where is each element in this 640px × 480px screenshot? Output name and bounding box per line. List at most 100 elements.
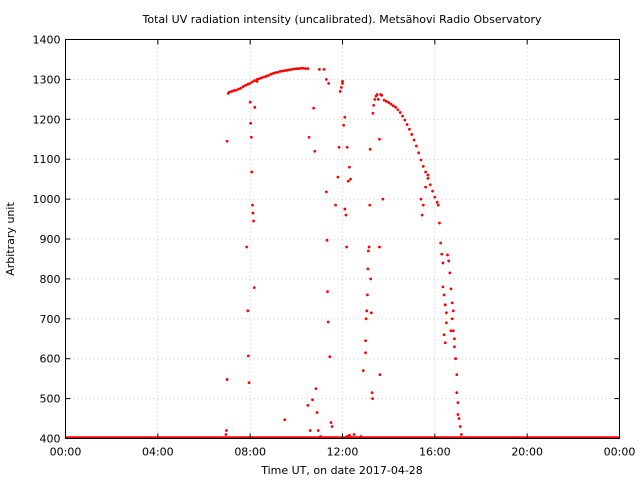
- data-point: [364, 351, 367, 355]
- data-point: [419, 197, 423, 201]
- data-point: [316, 429, 320, 432]
- data-point: [451, 309, 455, 313]
- data-point: [271, 72, 275, 75]
- y-tick-label: 400: [40, 433, 61, 446]
- data-point: [459, 433, 463, 436]
- data-point: [246, 309, 250, 313]
- data-point: [311, 398, 314, 402]
- data-point: [274, 71, 277, 75]
- y-tick-label: 600: [40, 353, 61, 366]
- data-point: [410, 133, 414, 136]
- data-point: [283, 418, 287, 422]
- data-point: [364, 317, 368, 321]
- data-point: [260, 76, 264, 80]
- data-point: [440, 252, 444, 256]
- data-point: [285, 68, 289, 72]
- data-point: [246, 354, 250, 358]
- data-point: [442, 293, 446, 297]
- data-point: [366, 249, 370, 253]
- data-point: [329, 421, 333, 424]
- data-point: [381, 197, 385, 201]
- data-point: [249, 121, 253, 125]
- data-point: [281, 69, 284, 73]
- data-point: [426, 176, 430, 180]
- data-point: [224, 429, 228, 432]
- data-point: [408, 127, 411, 131]
- data-point: [456, 401, 460, 404]
- data-point: [364, 339, 367, 343]
- data-point: [414, 144, 418, 148]
- data-point: [378, 137, 381, 141]
- data-point: [426, 173, 430, 177]
- data-point: [250, 170, 254, 174]
- data-point: [449, 287, 453, 291]
- data-point: [444, 321, 448, 325]
- data-point: [297, 67, 301, 71]
- data-point: [403, 118, 407, 122]
- y-tick-label: 1000: [33, 193, 61, 206]
- data-point: [252, 219, 256, 223]
- data-point: [225, 378, 229, 381]
- data-point: [348, 165, 351, 169]
- data-point: [352, 433, 356, 436]
- data-point: [369, 277, 373, 281]
- data-point: [367, 245, 371, 249]
- data-point: [253, 105, 257, 109]
- data-point: [258, 77, 261, 80]
- data-point: [368, 147, 372, 151]
- data-point: [431, 189, 434, 193]
- data-point: [428, 183, 432, 187]
- y-tick-label: 1100: [33, 153, 61, 166]
- data-point: [248, 100, 252, 104]
- data-point: [369, 311, 373, 315]
- data-point: [391, 104, 395, 108]
- data-point: [365, 309, 369, 313]
- data-point: [294, 67, 298, 71]
- data-point: [380, 93, 384, 97]
- x-axis: 00:00 04:00 08:00 12:00 16:00 20:00 00:00: [50, 39, 635, 459]
- data-point: [455, 391, 459, 395]
- y-axis: 400 500 600 700 800 900 1000 1100 1200 1300 1400: [33, 34, 620, 446]
- data-point: [451, 329, 455, 333]
- data-point: [394, 105, 397, 109]
- data-point: [372, 103, 376, 107]
- data-point: [326, 320, 330, 324]
- data-point: [324, 78, 328, 81]
- data-point: [325, 238, 329, 242]
- data-point: [344, 213, 348, 217]
- x-tick-label: 08:00: [234, 446, 266, 459]
- x-tick-label: 12:00: [327, 446, 359, 459]
- data-point: [339, 85, 343, 89]
- data-point: [447, 259, 451, 263]
- data-point: [334, 203, 337, 207]
- data-point: [328, 355, 332, 359]
- data-point: [343, 115, 347, 119]
- chart-title: Total UV radiation intensity (uncalibrat…: [142, 13, 542, 26]
- data-point: [312, 106, 316, 110]
- data-point: [338, 89, 342, 93]
- data-point: [252, 286, 256, 290]
- data-point: [326, 290, 329, 294]
- data-point: [449, 329, 453, 333]
- data-point: [444, 311, 448, 315]
- data-point: [234, 88, 238, 92]
- data-point: [269, 72, 273, 76]
- data-point: [307, 135, 311, 139]
- data-point: [237, 87, 241, 91]
- data-point: [251, 80, 254, 84]
- data-point: [424, 170, 427, 174]
- data-point: [439, 241, 442, 245]
- data-point: [456, 413, 460, 416]
- data-point: [361, 369, 365, 373]
- data-point: [442, 333, 446, 337]
- data-point: [433, 195, 437, 199]
- data-point: [436, 203, 440, 207]
- data-point: [324, 190, 328, 194]
- data-point: [448, 271, 452, 275]
- data-point: [267, 74, 271, 77]
- data-point: [343, 207, 347, 211]
- data-point: [384, 99, 388, 103]
- data-point: [401, 114, 404, 118]
- y-tick-label: 500: [40, 393, 61, 406]
- data-points: [224, 66, 463, 440]
